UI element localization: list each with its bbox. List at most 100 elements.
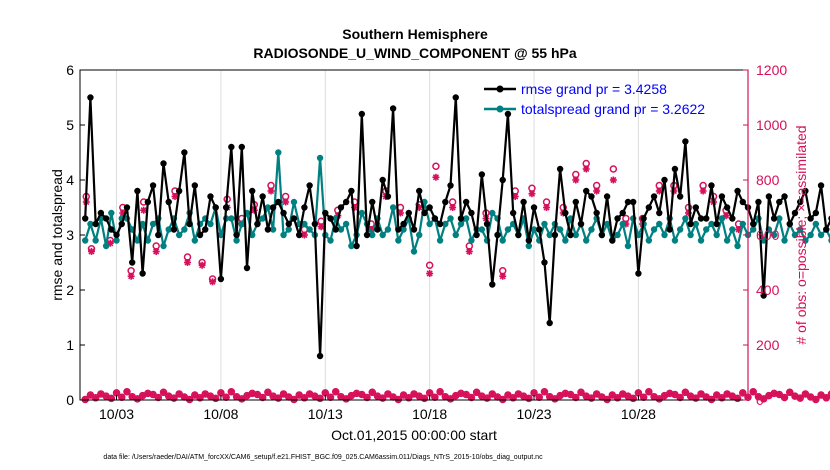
rmse-point — [457, 215, 465, 222]
rmse-point — [139, 270, 146, 277]
rmse-point — [128, 259, 136, 266]
spread-point — [327, 237, 334, 244]
legend: rmse grand pr = 3.4258 totalspread grand… — [484, 81, 705, 117]
rmse-point — [400, 220, 407, 228]
spread-point — [113, 237, 120, 244]
rmse-point — [102, 215, 110, 222]
obs-assimilated-marker — [186, 395, 194, 403]
rmse-point — [134, 187, 141, 195]
obs-assimilated-marker — [212, 394, 220, 402]
obs-assimilated-marker — [702, 393, 710, 401]
rmse-point — [509, 209, 517, 217]
rmse-point — [525, 237, 533, 244]
rmse-point — [290, 215, 298, 222]
x-tick-label: 10/28 — [621, 406, 656, 422]
spread-point — [139, 220, 146, 228]
rmse-point — [275, 198, 282, 206]
rmse-point — [619, 209, 626, 217]
rmse-point — [426, 204, 433, 211]
obs-assimilated-marker — [394, 395, 402, 403]
x-axis-label: Oct.01,2015 00:00:00 start — [331, 427, 497, 443]
spread-point — [175, 231, 183, 239]
rmse-point — [692, 204, 700, 211]
spread-point — [624, 242, 632, 250]
rmse-point — [369, 198, 376, 206]
obs-assimilated-marker — [201, 390, 209, 398]
obs-assimilated-marker — [198, 261, 206, 269]
obs-assimilated-marker — [317, 223, 325, 231]
rmse-point — [671, 165, 679, 173]
spread-point — [619, 220, 626, 228]
obs-assimilated-marker — [577, 388, 585, 396]
rmse-point — [786, 220, 793, 228]
obs-assimilated-marker — [420, 394, 428, 402]
rmse-point — [337, 204, 345, 211]
rmse-point — [650, 193, 658, 200]
obs-assimilated-marker — [133, 395, 141, 403]
rmse-point — [776, 198, 783, 206]
spread-point — [807, 231, 814, 239]
obs-assimilated-marker — [582, 165, 590, 173]
rmse-point — [233, 231, 240, 239]
x-tick-label: 10/18 — [412, 406, 447, 422]
obs-assimilated-marker — [525, 394, 533, 402]
rmse-point — [269, 204, 277, 211]
obs-assimilated-marker — [196, 394, 204, 402]
spread-point — [181, 226, 188, 233]
rmse-point — [175, 187, 183, 195]
obs-assimilated-marker — [775, 391, 783, 398]
rmse-point — [123, 204, 131, 211]
obs-assimilated-marker — [264, 388, 272, 396]
spread-point — [217, 231, 225, 239]
rmse-point — [280, 209, 287, 217]
rmse-point — [504, 110, 512, 118]
rmse-point — [577, 220, 585, 228]
spread-point — [316, 154, 324, 162]
obs-assimilated-marker — [127, 272, 135, 280]
spread-point — [468, 237, 475, 244]
rmse-point — [729, 215, 736, 222]
rmse-point — [395, 226, 402, 233]
spread-point — [697, 237, 705, 244]
spread-point — [337, 226, 345, 233]
obs-assimilated-marker — [149, 391, 157, 398]
spread-point — [556, 226, 564, 233]
rmse-point — [739, 198, 746, 206]
obs-assimilated-marker — [368, 388, 376, 396]
rmse-point — [155, 231, 162, 239]
obs-assimilated-marker — [152, 248, 160, 255]
obs-assimilated-marker — [645, 388, 653, 396]
spread-point — [369, 231, 376, 239]
obs-assimilated-marker — [267, 187, 275, 195]
rmse-point — [676, 193, 684, 200]
rmse-point — [598, 231, 606, 239]
obs-assimilated-marker — [462, 391, 470, 398]
rmse-point — [379, 176, 386, 184]
spread-point — [82, 237, 89, 244]
obs-assimilated-marker — [321, 389, 329, 397]
spread-point — [280, 231, 287, 239]
rmse-point — [207, 193, 214, 200]
obs-assimilated-marker — [488, 390, 496, 398]
obs-assimilated-marker — [81, 395, 89, 403]
obs-assimilated-marker — [499, 395, 507, 403]
rmse-point — [796, 198, 804, 206]
y-right-tick-label: 200 — [756, 337, 780, 353]
spread-point — [379, 231, 386, 239]
obs-assimilated-marker — [629, 394, 637, 402]
rmse-point — [238, 143, 245, 151]
spread-point — [614, 231, 621, 239]
spread-point — [108, 209, 115, 217]
rmse-point — [149, 182, 157, 189]
rmse-point — [687, 220, 694, 228]
legend-rmse-marker — [496, 85, 504, 93]
spread-point — [134, 237, 141, 244]
obs-assimilated-marker — [760, 395, 768, 403]
spread-point — [410, 248, 418, 255]
spread-point — [426, 220, 433, 228]
obs-assimilated-marker — [282, 198, 290, 206]
obs-assimilated-marker — [332, 388, 340, 396]
obs-assimilated-marker — [739, 389, 747, 397]
obs-assimilated-marker — [551, 395, 559, 403]
obs-assimilated-marker — [107, 394, 115, 402]
